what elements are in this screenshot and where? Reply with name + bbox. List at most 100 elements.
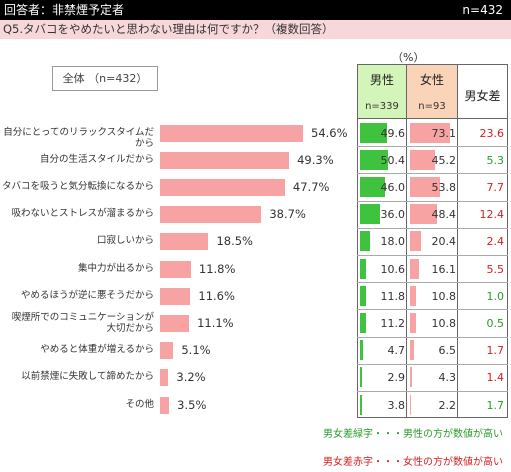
male-value-label: 46.0 — [380, 181, 406, 194]
male-value-label: 36.0 — [380, 208, 406, 222]
male-bar — [360, 149, 388, 170]
male-bar — [360, 340, 363, 361]
row-divider — [357, 363, 508, 365]
overall-bar — [160, 287, 191, 305]
overall-bar — [160, 179, 285, 196]
row-divider — [357, 255, 508, 256]
category-label: 自分の生活スタイルだから — [39, 153, 154, 165]
sample-size: n=432 — [462, 3, 503, 17]
question-text: Q5.タバコをやめたいと思わない理由は何ですか？（複数回答） — [3, 22, 334, 36]
overall-value-label: 54.6% — [311, 125, 348, 140]
row-divider — [357, 336, 508, 338]
overall-bar — [160, 342, 174, 360]
category-label: 以前禁煙に失敗して諦めたから — [21, 371, 154, 383]
male-header-n: n=339 — [365, 101, 399, 112]
diff-value-label: 7.7 — [486, 181, 505, 194]
category-label: 集中力が出るから — [77, 262, 154, 274]
row-divider — [357, 146, 508, 148]
male-bar — [360, 313, 367, 333]
male-value-label: 2.9 — [387, 371, 406, 385]
female-value-label: 45.2 — [431, 153, 457, 167]
male-value-label: 50.4 — [380, 153, 406, 167]
male-value-label: 11.2 — [380, 317, 406, 330]
male-bar — [360, 367, 362, 388]
male-value-label: 3.8 — [387, 398, 406, 412]
category-label: タバコを吸うと気分転換になるから — [1, 181, 154, 192]
female-bar — [410, 394, 412, 415]
female-header-n: n=93 — [418, 101, 446, 112]
diff-column-header: 男女差 — [458, 64, 508, 119]
diff-header-label: 男女差 — [464, 89, 501, 103]
overall-legend-box: 全体 （n=432） — [52, 66, 158, 91]
category-label: 吸わないとストレスが溜まるから — [11, 208, 154, 220]
diff-column — [458, 119, 508, 418]
diff-value-label: 12.4 — [479, 208, 505, 222]
female-bar — [410, 231, 422, 252]
row-divider — [357, 391, 508, 392]
row-divider — [357, 227, 508, 229]
category-label: やめると体重が増えるから — [40, 344, 154, 356]
category-label: 口寂しいから — [96, 235, 154, 247]
overall-bar — [160, 151, 290, 169]
female-bar — [410, 285, 416, 306]
row-divider — [357, 200, 508, 202]
male-bar — [360, 285, 367, 306]
overall-value-label: 18.5% — [216, 234, 253, 249]
diff-value-label: 5.3 — [486, 153, 505, 167]
unit-label: （%） — [392, 51, 425, 64]
overall-bar — [160, 315, 190, 332]
female-value-label: 4.3 — [438, 371, 457, 385]
overall-value-label: 5.1% — [181, 343, 211, 358]
male-bar — [360, 122, 388, 143]
male-bar — [360, 258, 366, 279]
question-bar: Q5.タバコをやめたいと思わない理由は何ですか？（複数回答） — [0, 20, 511, 39]
category-label: その他 — [125, 398, 154, 410]
male-value-label: 4.7 — [387, 344, 406, 358]
overall-bar — [160, 369, 169, 387]
category-label: 自分にとってのリラックスタイムだから — [3, 126, 154, 149]
female-bar — [410, 204, 437, 225]
female-bar — [410, 313, 416, 333]
respondent-header: 回答者：非禁煙予定者 n=432 — [0, 0, 511, 20]
male-value-label: 10.6 — [380, 262, 406, 276]
male-bar — [360, 177, 386, 197]
male-bar — [360, 204, 380, 225]
diff-value-label: 23.6 — [479, 126, 505, 140]
female-value-label: 10.8 — [431, 317, 457, 330]
row-divider — [357, 173, 508, 175]
female-bar — [410, 367, 413, 388]
female-column-header: 女性 n=93 — [407, 64, 458, 119]
male-header-label: 男性 — [369, 73, 394, 87]
category-label: やめるほうが逆に悪そうだから — [20, 289, 154, 301]
male-bar — [360, 231, 370, 252]
overall-bar — [160, 233, 209, 251]
male-value-label: 18.0 — [380, 235, 406, 249]
female-value-label: 16.1 — [431, 262, 457, 276]
female-value-label: 2.2 — [438, 398, 457, 412]
diff-value-label: 1.7 — [486, 344, 505, 358]
female-column — [407, 119, 458, 418]
overall-value-label: 11.6% — [198, 288, 235, 303]
legend-note-red: 男女差赤字・・・女性の方が数値が高い — [323, 457, 503, 468]
overall-bar — [160, 260, 191, 278]
overall-bar — [160, 396, 170, 414]
female-value-label: 48.4 — [431, 208, 457, 222]
female-value-label: 6.5 — [438, 344, 457, 358]
diff-value-label: 2.4 — [486, 235, 505, 249]
female-bar — [410, 177, 440, 197]
diff-value-label: 1.7 — [486, 398, 505, 412]
overall-value-label: 38.7% — [269, 207, 306, 222]
male-column — [357, 119, 407, 418]
female-bar — [410, 122, 451, 143]
diff-value-label: 5.5 — [486, 262, 505, 276]
overall-value-label: 49.3% — [297, 152, 334, 167]
diff-value-label: 1.0 — [486, 289, 505, 303]
overall-bar — [160, 124, 303, 142]
female-header-label: 女性 — [419, 73, 444, 87]
overall-value-label: 11.8% — [198, 261, 236, 276]
male-bar — [360, 394, 363, 415]
female-bar — [410, 340, 414, 361]
legend-note-green: 男女差緑字・・・男性の方が数値が高い — [323, 429, 503, 440]
male-value-label: 11.8 — [380, 289, 406, 303]
row-divider — [357, 309, 508, 311]
